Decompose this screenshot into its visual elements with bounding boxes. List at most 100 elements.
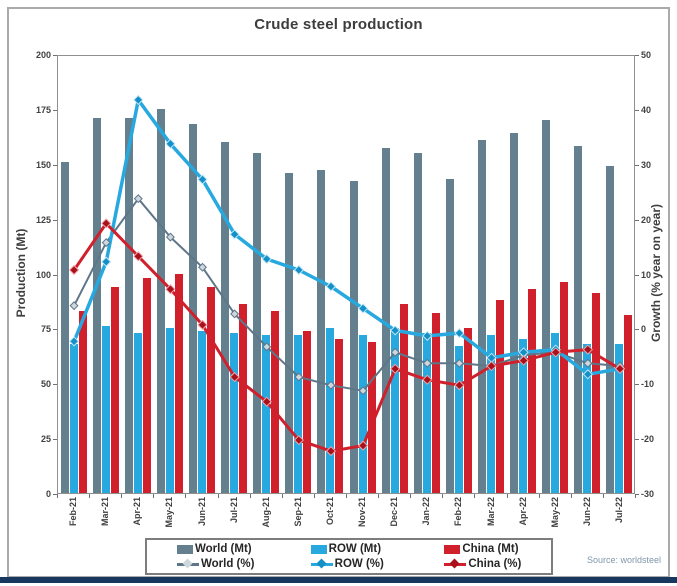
x-axis-tick: [410, 494, 412, 498]
bar-china-jan-22: [431, 313, 440, 493]
bar-world-jan-22: [413, 152, 422, 493]
marker-china-apr-22: [518, 355, 529, 366]
marker-world-jul-21: [230, 309, 240, 319]
bar-row-apr-21: [133, 332, 142, 493]
bar-world-mar-22: [478, 139, 486, 493]
left-axis-tick-label: 25: [40, 434, 51, 445]
right-axis-tick-label: 30: [641, 159, 652, 170]
marker-row-apr-21: [133, 94, 144, 106]
left-axis-tick: [53, 384, 57, 386]
bar-world-nov-21: [349, 181, 358, 493]
x-axis-label-oct-21: Oct-21: [324, 497, 335, 526]
x-axis-label-may-21: May-21: [164, 497, 175, 528]
bar-china-mar-22: [496, 299, 504, 493]
x-axis-label-may-22: May-22: [549, 497, 560, 528]
marker-row-jun-21: [197, 174, 208, 185]
legend-bar-swatch: [444, 544, 461, 554]
marker-china-aug-21: [261, 396, 272, 407]
bar-china-jul-22: [624, 315, 633, 493]
marker-china-mar-21: [101, 218, 112, 229]
x-axis-label-jul-21: Jul-21: [228, 497, 239, 524]
marker-china-jun-21: [197, 319, 208, 330]
growth-lines-layer: [68, 94, 626, 457]
x-axis-label-mar-22: Mar-22: [485, 497, 496, 527]
bar-row-feb-21: [69, 343, 78, 493]
right-axis-tick-label: -30: [641, 489, 655, 499]
left-axis-tick: [53, 219, 57, 221]
left-axis-tick: [53, 164, 57, 166]
left-axis-tick-label: 75: [40, 324, 51, 335]
bar-row-jan-22: [422, 332, 431, 493]
marker-china-feb-22: [454, 380, 465, 391]
marker-world-apr-21: [133, 194, 143, 204]
legend-line-marker: [177, 558, 199, 569]
x-axis-label-aug-21: Aug-21: [260, 497, 271, 528]
left-axis-tick: [53, 109, 57, 111]
marker-world-may-21: [165, 232, 175, 242]
bar-china-jul-21: [239, 304, 248, 493]
source-credit: Source: worldsteel: [586, 555, 661, 565]
bar-china-sep-21: [303, 330, 312, 493]
marker-world-jan-22: [422, 358, 432, 368]
bar-row-dec-21: [390, 328, 399, 493]
x-axis-tick: [217, 494, 219, 498]
line-world-pct: [73, 197, 620, 392]
bar-china-nov-21: [367, 341, 376, 493]
x-axis-tick: [635, 494, 636, 498]
x-axis-tick: [538, 494, 540, 498]
marker-china-jul-22: [614, 363, 626, 374]
left-axis-tick-label: 125: [35, 214, 51, 225]
bar-row-feb-22: [454, 345, 463, 493]
right-axis-tick: [635, 494, 639, 495]
bar-china-jun-21: [207, 286, 215, 493]
left-axis-tick: [53, 439, 57, 441]
marker-china-oct-21: [325, 445, 337, 457]
bar-row-jun-21: [198, 330, 206, 493]
left-axis-tick-label: 150: [35, 159, 51, 170]
bar-china-aug-21: [271, 310, 280, 493]
marker-world-feb-22: [454, 358, 464, 368]
marker-china-apr-21: [133, 251, 144, 262]
x-axis-tick: [442, 494, 444, 498]
right-axis-tick-label: 20: [641, 214, 652, 225]
left-axis-tick: [53, 329, 57, 331]
legend-bar-swatch: [177, 544, 193, 554]
x-axis-label-jul-22: Jul-22: [613, 497, 624, 524]
x-axis-tick: [570, 494, 572, 498]
right-axis-tick-label: 40: [641, 104, 652, 115]
left-axis-tick-label: 100: [35, 269, 51, 280]
x-axis-tick: [121, 494, 123, 498]
x-axis-label-nov-21: Nov-21: [357, 497, 368, 528]
right-axis-tick: [635, 164, 639, 166]
bar-row-may-22: [551, 332, 560, 493]
legend-label: ROW (%): [334, 558, 384, 570]
legend-line-marker: [310, 558, 333, 569]
legend-label: China (%): [468, 558, 522, 570]
x-axis-tick: [153, 494, 155, 498]
bar-world-jun-22: [574, 146, 583, 493]
legend-label: China (Mt): [462, 543, 519, 555]
x-axis-label-sep-21: Sep-21: [292, 497, 303, 527]
legend-label: World (Mt): [195, 543, 252, 555]
bar-world-mar-21: [92, 117, 101, 493]
right-axis-tick: [635, 384, 639, 386]
x-axis-label-mar-21: Mar-21: [100, 497, 111, 527]
marker-china-sep-21: [293, 435, 304, 446]
x-axis-tick: [378, 494, 380, 498]
right-axis-tick: [635, 55, 639, 56]
marker-world-dec-21: [390, 347, 400, 357]
left-axis-tick-label: 50: [40, 379, 51, 390]
x-axis-label-feb-21: Feb-21: [68, 497, 79, 527]
x-axis-tick: [474, 494, 476, 498]
marker-world-aug-21: [262, 342, 272, 352]
marker-china-jun-22: [582, 344, 593, 355]
bar-china-feb-22: [463, 328, 472, 493]
bar-row-aug-21: [262, 334, 271, 493]
legend-item-chinamt: China (Mt): [418, 543, 551, 555]
x-axis-tick: [249, 494, 251, 498]
bar-china-feb-21: [78, 310, 87, 493]
chart-title: Crude steel production: [254, 16, 423, 33]
right-axis-tick-label: 50: [641, 50, 652, 60]
right-axis-tick: [635, 109, 639, 111]
